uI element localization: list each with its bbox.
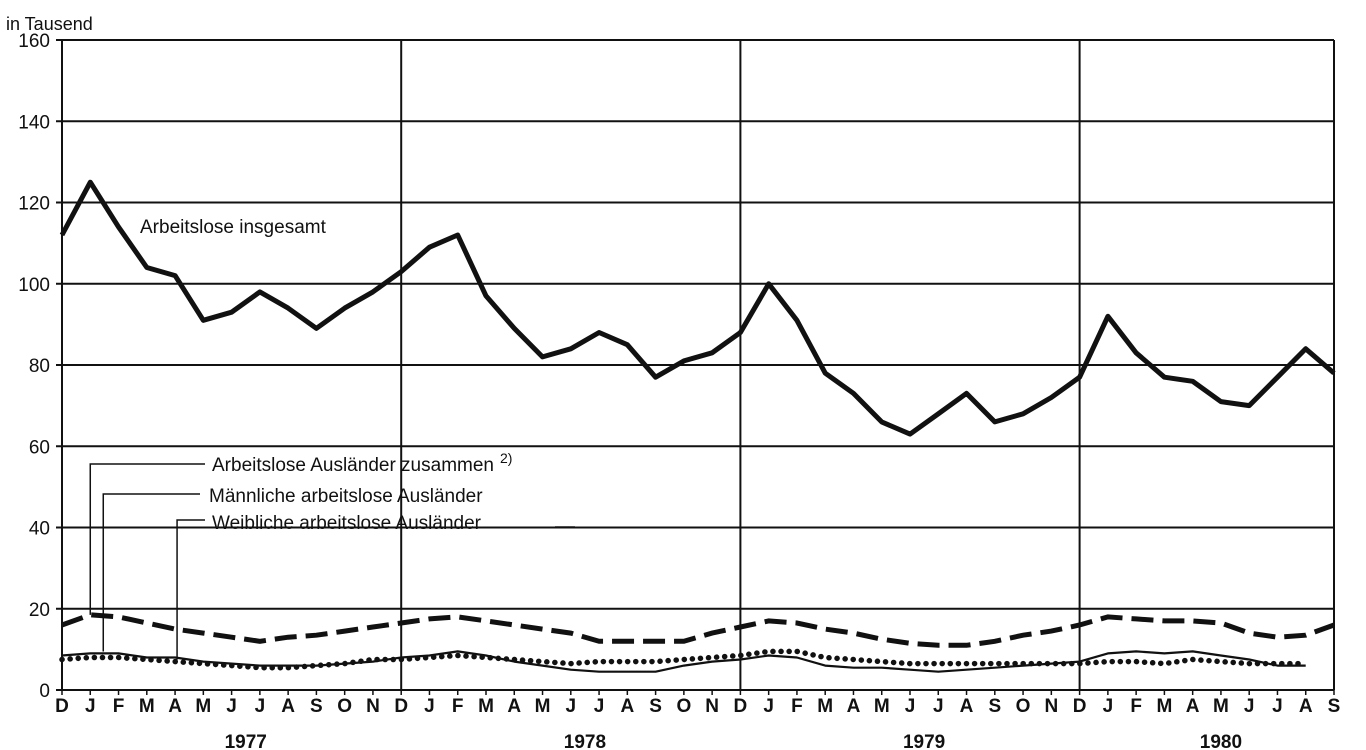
year-label: 1978 <box>564 732 606 750</box>
x-tick-label: M <box>874 696 890 717</box>
x-tick-label: J <box>933 696 944 717</box>
x-tick-label: J <box>255 696 266 717</box>
label-total: Arbeitslose insgesamt <box>140 217 327 238</box>
series-lines <box>59 179 1336 673</box>
x-tick-label: D <box>1073 696 1087 717</box>
x-tick-label: J <box>424 696 435 717</box>
x-tick-label: S <box>649 696 662 717</box>
x-tick-label: D <box>55 696 69 717</box>
series-line-foreign-male <box>61 650 1306 673</box>
x-axis-year-labels: 1977 1978 1979 1980 <box>225 732 1242 750</box>
y-tick-label: 40 <box>29 519 50 540</box>
x-tick-label: A <box>168 696 182 717</box>
gridlines <box>56 39 1335 695</box>
x-tick-label: F <box>113 696 125 717</box>
x-tick-label: M <box>478 696 494 717</box>
x-tick-label: F <box>1130 696 1142 717</box>
x-tick-label: M <box>535 696 551 717</box>
x-tick-label: S <box>310 696 323 717</box>
leader-foreign-total <box>89 463 205 615</box>
x-tick-label: J <box>905 696 916 717</box>
x-tick-label: J <box>85 696 96 717</box>
x-tick-label: J <box>763 696 774 717</box>
y-tick-label: 80 <box>29 356 50 377</box>
y-tick-label: 0 <box>39 681 50 702</box>
x-tick-label: J <box>1103 696 1114 717</box>
x-tick-label: N <box>1044 696 1058 717</box>
x-tick-label: A <box>1186 696 1200 717</box>
label-foreign-total: Arbeitslose Ausländer zusammen 2) <box>212 450 512 476</box>
year-label: 1979 <box>903 732 945 750</box>
y-tick-label: 120 <box>18 194 50 215</box>
x-tick-label: O <box>337 696 352 717</box>
x-tick-label: M <box>1213 696 1229 717</box>
y-tick-label: 60 <box>29 437 50 458</box>
x-tick-label: O <box>676 696 691 717</box>
y-tick-label: 160 <box>18 31 50 52</box>
x-tick-label: D <box>394 696 408 717</box>
x-tick-label: N <box>366 696 380 717</box>
leader-foreign-male <box>102 493 200 652</box>
y-tick-label: 140 <box>18 112 50 133</box>
x-tick-label: A <box>1299 696 1313 717</box>
x-tick-label: O <box>1016 696 1031 717</box>
x-tick-label: J <box>1244 696 1255 717</box>
x-tick-label: A <box>620 696 634 717</box>
year-label: 1977 <box>225 732 267 750</box>
series-labels: Arbeitslose insgesamt Arbeitslose Auslän… <box>140 217 512 534</box>
x-tick-label: J <box>226 696 237 717</box>
label-leader-lines <box>89 463 575 660</box>
x-tick-label: F <box>791 696 803 717</box>
x-tick-label: J <box>566 696 577 717</box>
x-tick-label: M <box>139 696 155 717</box>
leader-foreign-female <box>176 519 205 660</box>
x-tick-label: J <box>594 696 605 717</box>
y-axis-ticks: 0 20 40 60 80 100 120 140 160 <box>18 31 50 702</box>
x-tick-label: F <box>452 696 464 717</box>
year-label: 1980 <box>1200 732 1242 750</box>
x-tick-label: A <box>507 696 521 717</box>
label-foreign-female: Weibliche arbeitslose Ausländer <box>212 513 482 534</box>
y-unit-label: in Tausend <box>6 14 93 34</box>
series-line-total <box>59 179 1336 437</box>
y-tick-label: 100 <box>18 275 50 296</box>
x-tick-label: S <box>1328 696 1341 717</box>
x-tick-label: D <box>734 696 748 717</box>
x-tick-label: M <box>1156 696 1172 717</box>
series-line-foreign-total <box>61 612 1335 648</box>
label-foreign-male: Männliche arbeitslose Ausländer <box>209 486 483 507</box>
x-tick-label: S <box>988 696 1001 717</box>
y-tick-label: 20 <box>29 600 50 621</box>
x-tick-label: N <box>705 696 719 717</box>
x-tick-label: A <box>960 696 974 717</box>
x-tick-label: M <box>195 696 211 717</box>
series-line-foreign-female <box>59 648 1309 671</box>
x-tick-label: A <box>847 696 861 717</box>
x-tick-label: M <box>817 696 833 717</box>
x-tick-label: J <box>1272 696 1283 717</box>
x-tick-label: A <box>281 696 295 717</box>
